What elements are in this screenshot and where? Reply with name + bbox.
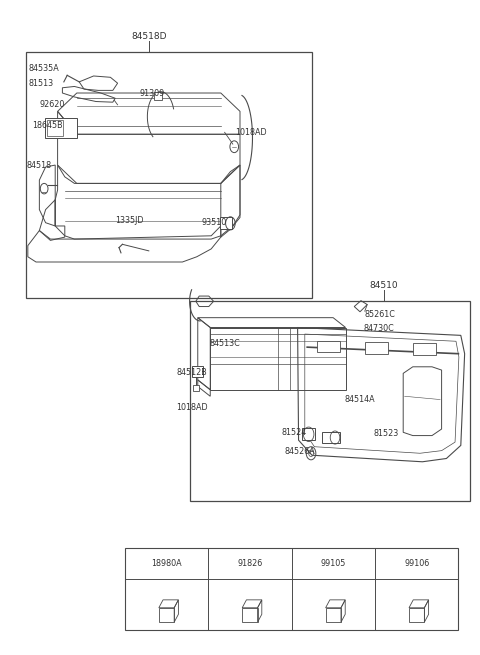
Text: 1335JD: 1335JD	[115, 216, 144, 225]
Bar	[45, 118, 77, 138]
Text: 84514A: 84514A	[345, 395, 375, 404]
Text: 84512B: 84512B	[177, 367, 207, 377]
Text: 84518: 84518	[26, 160, 51, 170]
Text: 1018AD: 1018AD	[177, 403, 208, 412]
Bar	[242, 608, 258, 622]
Bar	[154, 92, 162, 100]
Text: 91826: 91826	[237, 559, 263, 569]
Text: 18645B: 18645B	[33, 121, 63, 130]
Bar	[220, 217, 232, 229]
Bar	[325, 608, 341, 622]
Text: 84730C: 84730C	[364, 324, 395, 333]
Bar	[413, 343, 436, 355]
Bar	[47, 120, 63, 136]
Text: 18980A: 18980A	[151, 559, 182, 569]
Text: 91309: 91309	[139, 88, 165, 98]
Bar	[365, 342, 388, 354]
Text: 84535A: 84535A	[29, 64, 60, 73]
Text: 81524: 81524	[282, 428, 307, 437]
Text: 85261C: 85261C	[365, 310, 396, 319]
Text: 93510: 93510	[202, 218, 227, 227]
Text: 84510: 84510	[370, 280, 398, 290]
Text: 1018AD: 1018AD	[235, 128, 267, 137]
Bar	[125, 548, 458, 630]
Bar	[26, 52, 312, 298]
Bar	[159, 608, 174, 622]
Text: 84518D: 84518D	[131, 32, 167, 41]
Bar	[317, 341, 340, 352]
Text: 84526A: 84526A	[284, 447, 315, 457]
Bar	[193, 385, 199, 391]
Text: 84513C: 84513C	[209, 339, 240, 348]
Text: 99105: 99105	[321, 559, 346, 569]
Bar	[322, 432, 340, 443]
Text: 81513: 81513	[29, 79, 54, 88]
Bar	[192, 366, 203, 377]
Text: 92620: 92620	[39, 100, 65, 109]
Text: 81523: 81523	[373, 429, 399, 438]
Bar	[409, 608, 424, 622]
Bar	[190, 301, 470, 501]
Text: 99106: 99106	[404, 559, 429, 569]
Bar	[302, 428, 315, 440]
